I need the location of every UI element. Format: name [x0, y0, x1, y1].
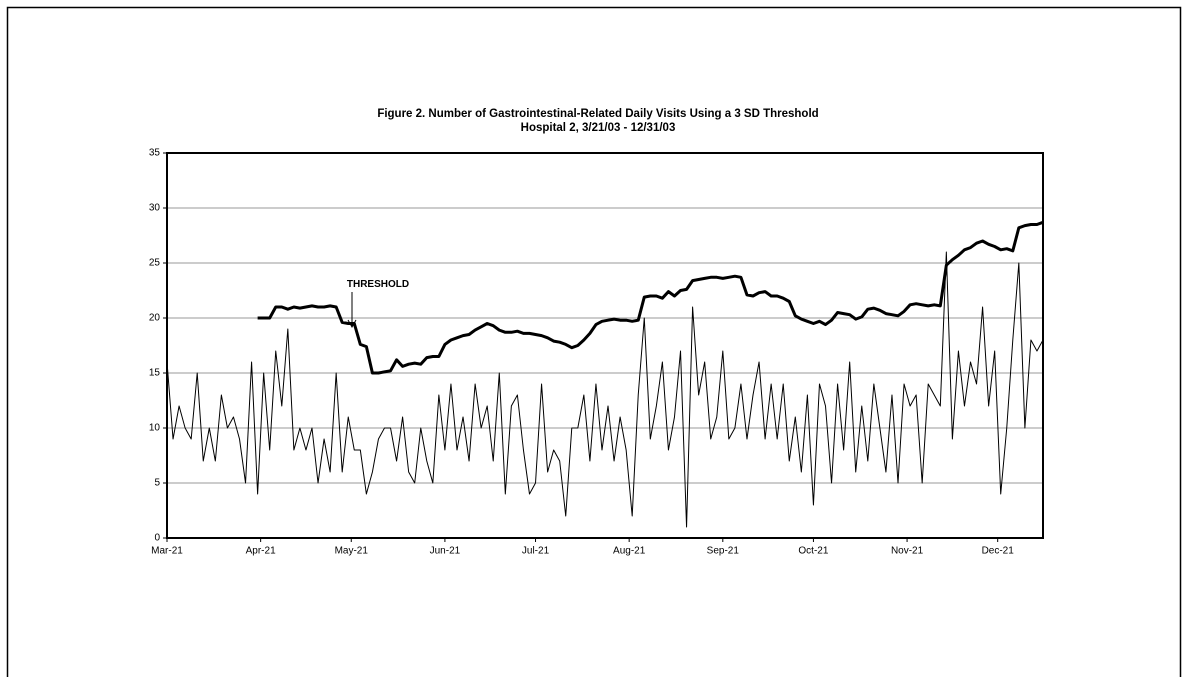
- y-tick-label: 20: [149, 313, 161, 324]
- x-tick-label: Mar-21: [151, 546, 183, 557]
- axes: 0 5 10 15 20 25 30 35 Mar-21 Apr-21 May-21 Jun-21 Ju…: [149, 148, 1014, 557]
- x-tick-label: Nov-21: [891, 546, 924, 557]
- y-tick-label: 5: [154, 478, 160, 489]
- x-tick-label: Oct-21: [798, 546, 828, 557]
- y-tick-label: 0: [154, 533, 160, 544]
- chart-title: Figure 2. Number of Gastrointestinal-Rel…: [377, 108, 818, 120]
- y-tick-label: 35: [149, 148, 161, 159]
- series-line: [257, 220, 1044, 375]
- page-frame: [6, 6, 1182, 677]
- y-tick-label: 30: [149, 203, 161, 214]
- x-tick-label: Aug-21: [613, 546, 646, 557]
- annotation: THRESHOLD: [347, 279, 409, 290]
- annotation-arrow: [347, 292, 357, 329]
- x-tick-label: Apr-21: [246, 546, 276, 557]
- x-tick-label: Dec-21: [982, 546, 1015, 557]
- y-tick-label: 25: [149, 258, 161, 269]
- x-tick-label: Jul-21: [522, 546, 550, 557]
- y-tick-label: 10: [149, 423, 161, 434]
- x-tick-label: Jun-21: [430, 546, 461, 557]
- grid: [167, 152, 1043, 539]
- series-line: [166, 251, 1044, 528]
- plot-lines: [166, 220, 1044, 528]
- plot-frame: [166, 152, 1044, 539]
- x-tick-label: May-21: [335, 546, 369, 557]
- x-tick-label: Sep-21: [707, 546, 740, 557]
- chart-subtitle: Hospital 2, 3/21/03 - 12/31/03: [521, 122, 676, 134]
- y-tick-label: 15: [149, 368, 161, 379]
